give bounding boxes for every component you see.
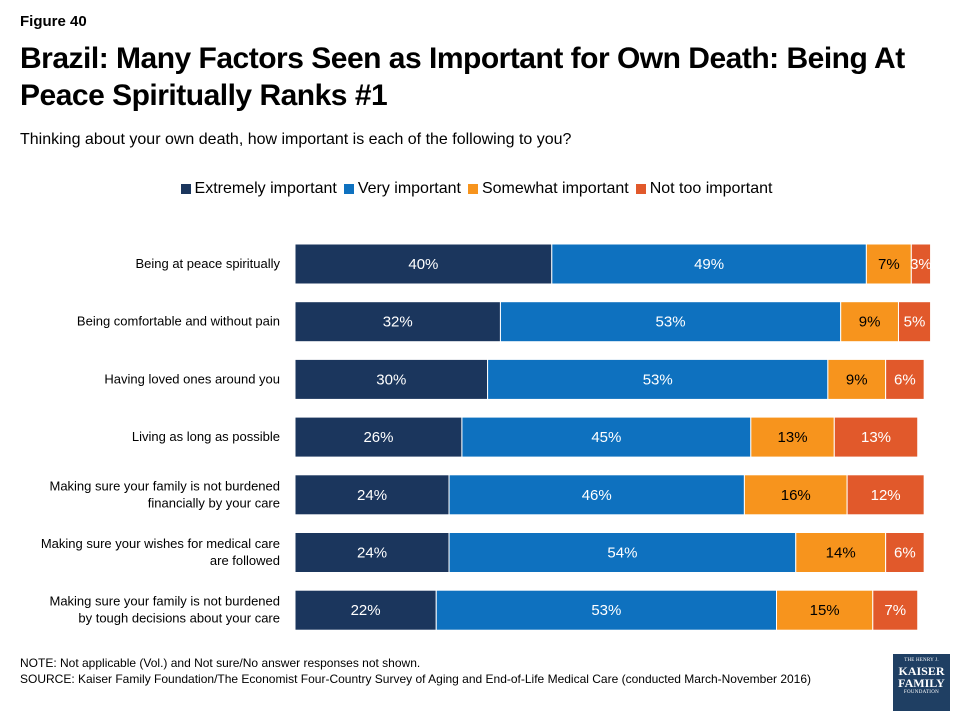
category-label: Having loved ones around you: [104, 371, 280, 386]
legend-swatch: [635, 184, 646, 194]
bar-segment: [743, 474, 848, 516]
note-text: NOTE: Not applicable (Vol.) and Not sure…: [20, 656, 421, 670]
legend-label: Not too important: [649, 180, 773, 197]
data-label: 45%: [591, 429, 621, 446]
legend-swatch: [343, 184, 354, 194]
bar-segment: [294, 358, 489, 400]
logo-line: FOUNDATION: [903, 690, 940, 695]
data-label: 5%: [904, 314, 926, 331]
legend-swatch: [180, 184, 191, 194]
data-label: 9%: [846, 371, 868, 388]
legend-swatch: [467, 184, 478, 194]
data-label: 53%: [656, 314, 686, 331]
chart-subtitle: Thinking about your own death, how impor…: [20, 131, 572, 148]
data-label: 6%: [894, 371, 916, 388]
bar-segment: [294, 532, 450, 573]
data-label: 53%: [591, 602, 621, 619]
logo-line: FAMILY: [898, 676, 945, 690]
logo-line: KAISER: [898, 664, 945, 678]
bar-segment: [795, 532, 887, 573]
bar-segment: [750, 416, 835, 458]
bar-segment: [461, 416, 752, 458]
source-text: SOURCE: Kaiser Family Foundation/The Eco…: [20, 672, 812, 686]
stacked-bar-chart: Being at peace spiritually 40% 49% 7% 3% Bein…: [41, 243, 932, 631]
bar-segment: [827, 358, 887, 400]
bar-segment: [910, 243, 932, 285]
data-label: 12%: [871, 487, 901, 504]
category-label: Living as long as possible: [132, 429, 280, 444]
category-label: Making sure your wishes for medical care…: [41, 536, 280, 568]
bar-segment: [448, 474, 745, 516]
data-label: 14%: [826, 545, 856, 562]
data-label: 7%: [884, 602, 906, 619]
data-label: 13%: [778, 429, 808, 446]
bar-segment: [294, 589, 437, 631]
data-label: 9%: [859, 314, 881, 331]
data-label: 13%: [861, 429, 891, 446]
bar-segment: [897, 301, 932, 343]
bar-segment: [294, 301, 501, 343]
data-label: 40%: [408, 256, 438, 273]
bar-segment: [872, 589, 919, 631]
bar-segment: [833, 416, 919, 458]
bar-segment: [294, 474, 450, 516]
data-label: 32%: [383, 314, 413, 331]
data-label: 24%: [357, 545, 387, 562]
category-label: Being comfortable and without pain: [77, 314, 280, 329]
bar-segment: [840, 301, 899, 343]
legend-item-extremely-important: Extremely important: [180, 180, 337, 198]
data-label: 6%: [894, 545, 916, 562]
bar-segment: [551, 243, 867, 285]
legend-item-not-too-important: Not too important: [635, 180, 773, 198]
footnotes: NOTE: Not applicable (Vol.) and Not sure…: [20, 655, 880, 687]
chart-title: Brazil: Many Factors Seen as Important f…: [20, 42, 905, 112]
data-label: 7%: [878, 256, 900, 273]
data-label: 26%: [363, 429, 393, 446]
bar-segment: [776, 589, 874, 631]
legend-label: Extremely important: [194, 180, 337, 197]
legend-label: Very important: [357, 180, 461, 197]
bar-segment: [435, 589, 777, 631]
bar-segment: [487, 358, 829, 400]
category-label: Making sure your family is not burdened f…: [49, 478, 280, 510]
legend: Extremely important Very important Somew…: [0, 180, 960, 198]
data-label: 15%: [810, 602, 840, 619]
logo-line: THE HENRY J.: [904, 658, 939, 663]
data-label: 16%: [781, 487, 811, 504]
kff-logo: THE HENRY J. KAISER FAMILY FOUNDATION: [893, 654, 950, 711]
data-label: 22%: [351, 602, 381, 619]
legend-item-somewhat-important: Somewhat important: [467, 180, 629, 198]
data-label: 53%: [643, 371, 673, 388]
data-label: 30%: [376, 371, 406, 388]
legend-item-very-important: Very important: [343, 180, 461, 198]
bar-segment: [865, 243, 912, 285]
figure-label: Figure 40: [20, 13, 87, 30]
category-label: Making sure your family is not burdened b…: [49, 594, 280, 626]
data-label: 24%: [357, 487, 387, 504]
legend-label: Somewhat important: [481, 180, 629, 197]
bar-segment: [294, 416, 463, 458]
category-label: Being at peace spiritually: [135, 256, 280, 271]
bar-segment: [846, 474, 925, 516]
bar-segment: [294, 243, 553, 285]
bar-segment: [448, 532, 797, 573]
data-label: 46%: [582, 487, 612, 504]
bar-segment: [885, 358, 925, 400]
bar-segment: [885, 532, 925, 573]
data-label: 3%: [910, 256, 932, 273]
data-label: 49%: [694, 256, 724, 273]
data-label: 54%: [607, 545, 637, 562]
bar-segment: [499, 301, 842, 343]
